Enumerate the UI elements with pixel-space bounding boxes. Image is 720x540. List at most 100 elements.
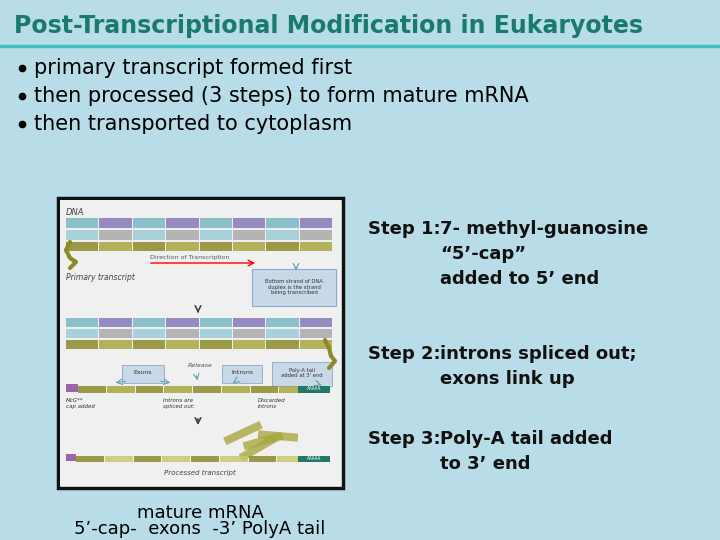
Text: Step 3:: Step 3: (368, 430, 441, 448)
Bar (99, 318, 132, 327)
FancyBboxPatch shape (222, 365, 262, 383)
Bar (298, 386, 330, 393)
Bar (300, 340, 332, 349)
Bar (300, 318, 332, 327)
Bar (258, 430, 298, 442)
Bar (233, 340, 265, 349)
Bar (300, 329, 332, 338)
Bar (266, 218, 299, 228)
Bar (66, 384, 78, 392)
Bar (166, 230, 199, 240)
Text: Release: Release (188, 363, 213, 368)
Bar (166, 340, 199, 349)
Bar (66, 230, 99, 240)
Text: Introns are
spliced out:: Introns are spliced out: (163, 398, 195, 409)
Text: Processed transcript: Processed transcript (164, 470, 236, 476)
Text: Primary transcript: Primary transcript (66, 273, 135, 282)
Bar (222, 386, 250, 393)
Text: Poly-A tail added
to 3’ end: Poly-A tail added to 3’ end (440, 430, 613, 473)
Bar (78, 386, 106, 393)
Bar (193, 386, 221, 393)
Text: Step 1:: Step 1: (368, 220, 441, 238)
Bar (233, 242, 265, 251)
Bar (223, 421, 263, 445)
Bar (132, 218, 165, 228)
Bar (220, 456, 248, 462)
Bar (104, 456, 132, 462)
Bar (266, 318, 299, 327)
Bar (248, 456, 276, 462)
Text: Bottom strand of DNA
duplex is the strand
being transcribed: Bottom strand of DNA duplex is the stran… (265, 279, 323, 295)
Bar (76, 456, 104, 462)
Text: primary transcript formed first: primary transcript formed first (34, 58, 352, 78)
Bar (66, 340, 99, 349)
Bar (99, 329, 132, 338)
Bar (58, 198, 343, 488)
Bar (266, 242, 299, 251)
Text: then transported to cytoplasm: then transported to cytoplasm (34, 114, 352, 134)
Bar (132, 340, 165, 349)
Text: Exons: Exons (134, 370, 152, 375)
Bar (166, 329, 199, 338)
FancyBboxPatch shape (252, 269, 336, 306)
Text: AAAAA: AAAAA (307, 456, 321, 462)
Bar (279, 386, 307, 393)
Text: Post-Transcriptional Modification in Eukaryotes: Post-Transcriptional Modification in Euk… (14, 14, 643, 38)
Bar (132, 329, 165, 338)
Bar (99, 242, 132, 251)
Bar (166, 318, 199, 327)
Text: Step 2:: Step 2: (368, 345, 441, 363)
Bar (300, 242, 332, 251)
Bar (251, 386, 278, 393)
Bar (60, 200, 341, 486)
Bar (199, 329, 232, 338)
Bar (132, 318, 165, 327)
FancyBboxPatch shape (272, 362, 332, 386)
Bar (66, 218, 99, 228)
Text: then processed (3 steps) to form mature mRNA: then processed (3 steps) to form mature … (34, 86, 528, 106)
Text: mature mRNA: mature mRNA (137, 504, 264, 522)
Bar (66, 242, 99, 251)
Bar (162, 456, 190, 462)
Bar (166, 242, 199, 251)
Bar (166, 218, 199, 228)
Text: Discarded
introns: Discarded introns (258, 398, 286, 409)
Bar (199, 242, 232, 251)
Text: Introns: Introns (231, 370, 253, 375)
Bar (132, 242, 165, 251)
Bar (132, 230, 165, 240)
Bar (191, 456, 219, 462)
Text: introns spliced out;
exons link up: introns spliced out; exons link up (440, 345, 636, 388)
Bar (266, 329, 299, 338)
FancyBboxPatch shape (122, 365, 164, 383)
Text: AAAAA: AAAAA (307, 387, 321, 392)
Bar (266, 340, 299, 349)
Bar (300, 230, 332, 240)
Bar (277, 456, 305, 462)
Text: Poly-A tail
added at 3' end: Poly-A tail added at 3' end (282, 368, 323, 379)
Bar (266, 230, 299, 240)
Text: DNA: DNA (66, 208, 84, 217)
Bar (66, 454, 76, 461)
Bar (238, 435, 277, 462)
Bar (300, 218, 332, 228)
Bar (199, 230, 232, 240)
Bar (133, 456, 161, 462)
Text: McG**
cap added: McG** cap added (66, 398, 95, 409)
Text: 7- methyl-guanosine
“5’-cap”
added to 5’ end: 7- methyl-guanosine “5’-cap” added to 5’… (440, 220, 648, 288)
Bar (66, 318, 99, 327)
Bar (233, 329, 265, 338)
Bar (107, 386, 135, 393)
Bar (199, 218, 232, 228)
Text: 5’-cap-  exons  -3’ PolyA tail: 5’-cap- exons -3’ PolyA tail (74, 520, 325, 538)
Bar (99, 340, 132, 349)
Text: Direction of Transcription: Direction of Transcription (150, 255, 230, 260)
Bar (99, 218, 132, 228)
Bar (233, 318, 265, 327)
Bar (199, 340, 232, 349)
Bar (66, 329, 99, 338)
Bar (243, 432, 284, 450)
Bar (99, 230, 132, 240)
Bar (199, 318, 232, 327)
Bar (164, 386, 192, 393)
